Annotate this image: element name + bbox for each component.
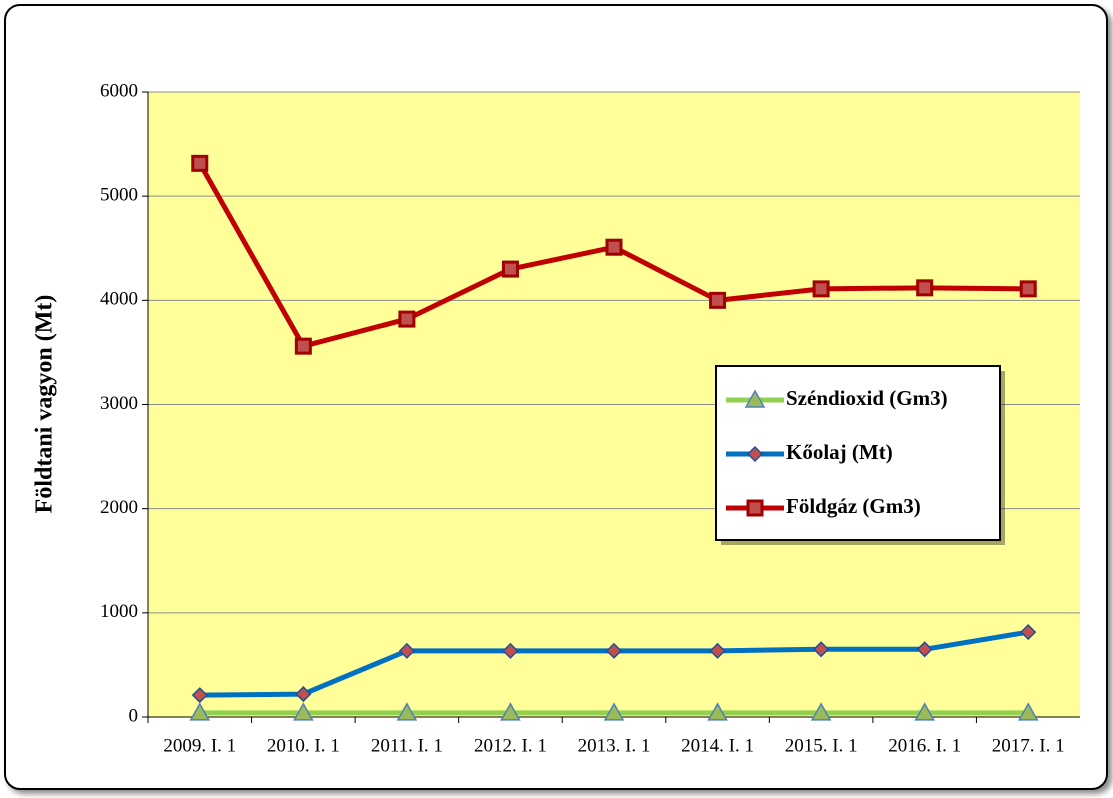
y-tick-label: 5000 (100, 185, 138, 206)
marker (709, 642, 726, 659)
marker (191, 687, 208, 704)
legend-label: Kőolaj (Mt) (786, 440, 893, 464)
marker (707, 702, 728, 721)
y-tick-label: 2000 (100, 497, 138, 518)
marker (293, 702, 314, 721)
x-tick-label: 2014. I. 1 (681, 735, 754, 756)
y-axis-label: Földtani vagyon (Mt) (32, 295, 58, 514)
y-tick-label: 1000 (100, 601, 138, 622)
marker (916, 279, 934, 297)
marker (746, 445, 764, 463)
x-tick-label: 2016. I. 1 (888, 735, 961, 756)
marker (744, 389, 766, 408)
legend-label: Széndioxid (Gm3) (786, 386, 948, 410)
marker (500, 702, 521, 721)
marker (398, 642, 415, 659)
marker (396, 702, 418, 721)
x-tick-label: 2011. I. 1 (371, 735, 443, 756)
legend: Széndioxid (Gm3) Kőolaj (Mt) Földgáz (Gm3) (715, 365, 1005, 545)
marker (810, 702, 832, 721)
marker (502, 642, 519, 659)
x-tick-label: 2017. I. 1 (992, 735, 1065, 756)
y-tick-label: 0 (129, 705, 139, 726)
marker (813, 641, 830, 658)
marker (605, 642, 623, 659)
marker (295, 686, 312, 703)
marker (916, 641, 933, 658)
marker (605, 238, 623, 256)
marker (294, 337, 312, 355)
marker (1017, 702, 1039, 721)
marker (398, 310, 416, 328)
y-tick-label: 6000 (100, 80, 138, 101)
marker (914, 702, 935, 721)
x-tick-label: 2015. I. 1 (785, 735, 858, 756)
marker (189, 702, 211, 721)
x-tick-label: 2012. I. 1 (474, 735, 547, 756)
marker (1019, 280, 1037, 298)
marker (191, 154, 209, 172)
legend-label: Földgáz (Gm3) (786, 494, 921, 518)
marker (501, 260, 519, 278)
y-tick-label: 4000 (100, 289, 138, 310)
marker (812, 280, 830, 298)
y-tick-label: 3000 (100, 393, 138, 414)
x-tick-label: 2010. I. 1 (267, 735, 340, 756)
marker (603, 702, 625, 721)
x-tick-label: 2009. I. 1 (163, 735, 236, 756)
marker (1020, 624, 1037, 641)
x-tick-label: 2013. I. 1 (578, 735, 651, 756)
marker (709, 291, 727, 309)
marker (746, 499, 764, 517)
